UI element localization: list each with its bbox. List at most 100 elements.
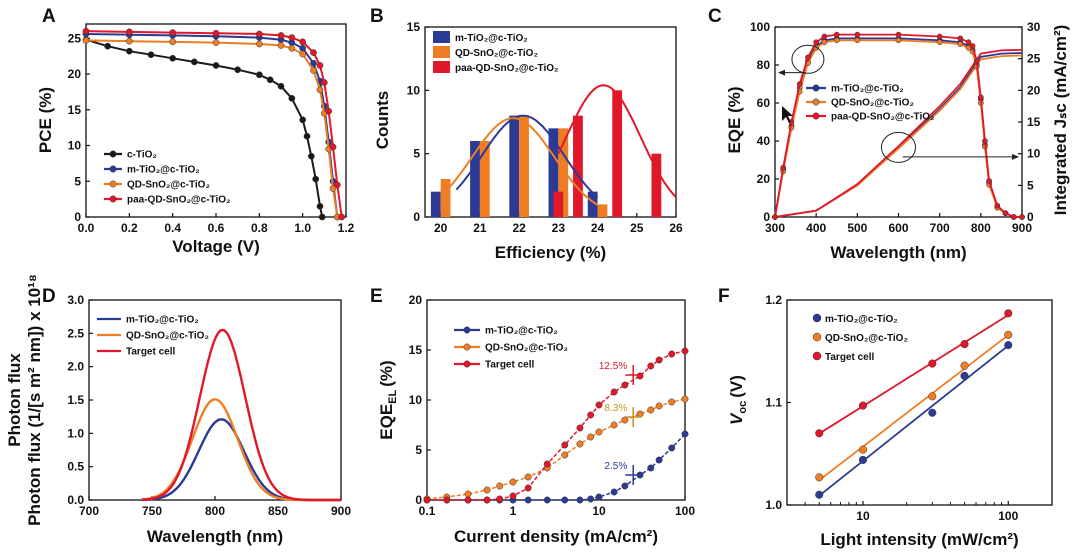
panel-a-series-marker	[169, 29, 177, 36]
panel-e-series-marker	[561, 496, 569, 504]
panel-c-legend-item-swatch-marker	[812, 112, 820, 120]
panel-f-data-point	[960, 371, 969, 380]
panel-c-eqe-marker	[796, 81, 803, 87]
panel-d-legend-item-label: QD-SnO₂@c-TiO₂	[126, 331, 209, 342]
panel-a-series-marker	[277, 42, 285, 49]
panel-c-eqe-marker	[982, 138, 988, 144]
panel-f-data-point	[815, 429, 824, 438]
panel-f-xtick-label: 10	[856, 509, 870, 523]
panel-f-legend-label: m-TiO₂@c-TiO₂	[825, 314, 898, 325]
panel-b: B 20 21 22 23 24 25 26 0 5 10 15 Efficiency (%) Count…	[370, 6, 683, 262]
panel-c-ytick-label: 40	[757, 134, 771, 148]
panel-a-series-marker	[310, 59, 317, 67]
cursor-icon	[782, 106, 793, 123]
panel-a-series-marker	[325, 107, 333, 115]
panel-a-series-marker	[312, 175, 320, 183]
panel-e-series-marker	[655, 456, 663, 464]
panel-a-series-marker	[255, 30, 263, 38]
panel-c-arrow-head	[1012, 153, 1019, 160]
panel-letter: E	[370, 286, 383, 307]
panel-f-ylabel-main: V	[727, 412, 746, 425]
panel-f-data-point	[960, 340, 969, 349]
panel-f-fit-line	[818, 314, 1009, 435]
panel-e-series-marker	[524, 496, 532, 504]
panel-b-xtick-label: 24	[591, 221, 605, 235]
panel-c-eqe-marker	[854, 37, 861, 44]
panel-c-eqe-marker	[994, 202, 1001, 209]
panel-a-xtick-label: 1.2	[338, 221, 355, 235]
panel-e-series-marker	[509, 492, 517, 500]
panel-a-legend-item-swatch-marker	[109, 165, 117, 173]
panel-e-series-marker	[681, 347, 689, 355]
panel-a-legend-item-swatch-marker	[109, 150, 117, 158]
panel-a: A 0.0 0.2 0.4 0.6 0.8 1.0 1.2 0 5 10 15 20 25 Voltage …	[36, 6, 355, 256]
panel-a-series-marker	[316, 86, 324, 94]
panel-e-ytick-label: 10	[409, 393, 423, 407]
panel-letter: B	[370, 6, 384, 27]
panel-c-legend-item-label: QD-SnO₂@c-TiO₂	[831, 98, 914, 109]
panel-a-ytick-label: 25	[68, 31, 82, 45]
panel-d-ytick-label: 2.0	[67, 360, 84, 374]
panel-a-series-marker	[147, 51, 155, 59]
panel-c-legend-item-swatch-marker	[812, 84, 820, 92]
panel-f: F 10 100 1.0 1.1 1.2 Light intensity (mW/cm²) V…	[718, 286, 1053, 549]
panel-c-ylabel: EQE (%)	[725, 86, 744, 153]
panel-a-legend-item-label: paa-QD-SnO₂@c-TiO₂	[127, 195, 230, 206]
panel-c-y2tick-label: 15	[1027, 115, 1041, 129]
panel-d: D 700 750 800 850 900 0.0 0.5 1.0 1.5 2.0 2.5 3.0 Wav…	[5, 274, 351, 546]
panel-d-xtick-label: 850	[268, 504, 288, 518]
panel-c-legend-item-swatch-marker	[812, 98, 820, 106]
panel-e-series-marker	[483, 486, 491, 494]
panel-b-bar	[573, 115, 583, 217]
panel-d-ylabel: Photon flux (1/[s m² nm]) x 10¹⁸	[25, 274, 44, 526]
panel-d-series-line	[141, 328, 341, 502]
panel-b-bar	[548, 128, 559, 217]
panel-c-integrated-line	[774, 48, 1023, 218]
panel-d-xlabel: Wavelength (nm)	[147, 527, 283, 546]
panel-f-ylabel: Voc (V)	[727, 375, 749, 425]
panel-d-legend-item-label: Target cell	[126, 347, 175, 358]
panel-e-series-marker	[524, 473, 532, 481]
panel-f-legend-label: Target cell	[825, 352, 874, 363]
panel-a-xtick-label: 0.0	[78, 221, 95, 235]
panel-c-eqe-marker	[821, 33, 828, 40]
panel-a-series-marker	[333, 181, 341, 189]
panel-c-eqe-line	[774, 37, 1022, 218]
panel-e-ylabel-main: EQE	[377, 404, 396, 440]
panel-e-series-marker	[655, 402, 663, 410]
panel-c-eqe-line	[774, 33, 1022, 218]
panel-c-y2tick-label: 5	[1027, 178, 1034, 192]
panel-e-series-marker	[576, 496, 584, 504]
panel-a-series-line	[85, 38, 324, 218]
panel-b-bar	[587, 191, 598, 217]
panel-a-series-marker	[320, 79, 328, 86]
panel-a-series-marker	[338, 213, 346, 221]
panel-b-legend-swatch	[433, 46, 450, 58]
panel-a-legend-item-label: c-TiO₂	[127, 150, 157, 161]
panel-letter: C	[708, 6, 722, 27]
panel-c-eqe-marker	[854, 31, 861, 38]
panel-f-data-point	[858, 445, 868, 454]
panel-f-data-point	[1004, 309, 1013, 318]
panel-c-eqe-marker	[1002, 210, 1009, 217]
panel-a-xlabel: Voltage (V)	[172, 237, 260, 256]
panel-a-series-marker	[234, 66, 242, 74]
panel-a-legend-item-label: m-TiO₂@c-TiO₂	[127, 165, 200, 176]
panel-b-ytick-label: 0	[413, 210, 420, 224]
panel-a-series-marker	[303, 132, 311, 140]
panel-c-legend-item-label: paa-QD-SnO₂@c-TiO₂	[831, 112, 934, 123]
panel-e-series-marker	[561, 441, 569, 449]
panel-b-bar	[558, 128, 569, 217]
panel-d-ytick-label: 1.5	[67, 393, 84, 407]
panel-a-ytick-label: 5	[74, 174, 81, 188]
panel-e-xtick-label: 10	[592, 504, 606, 518]
panel-d-ytick-label: 3.0	[67, 293, 84, 307]
panel-c-eqe-marker	[1010, 214, 1017, 220]
panel-e-series-marker	[647, 362, 655, 370]
panel-a-series-marker	[125, 28, 133, 36]
panel-b-xtick-label: 23	[552, 221, 566, 235]
panel-e-xtick-label: 0.1	[419, 504, 436, 518]
panel-e-legend-item-label: QD-SnO₂@c-TiO₂	[485, 343, 568, 354]
panel-c-arrow-head	[778, 69, 785, 76]
panel-f-legend-marker	[812, 313, 822, 323]
